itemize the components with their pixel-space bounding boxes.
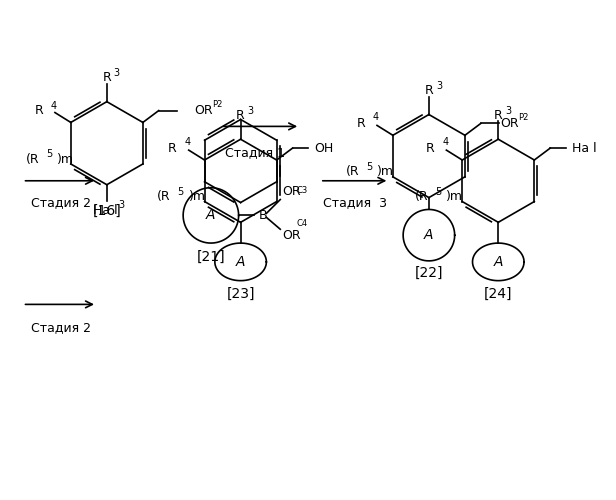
Text: OR: OR: [282, 184, 301, 198]
Text: (R: (R: [157, 190, 171, 203]
Text: R: R: [426, 142, 434, 154]
Text: Стадия 1: Стадия 1: [225, 146, 285, 160]
Text: [23]: [23]: [226, 286, 255, 300]
Text: A: A: [493, 255, 503, 269]
Text: [22]: [22]: [415, 266, 443, 280]
Text: B: B: [259, 209, 267, 222]
Text: 4: 4: [51, 100, 57, 110]
Text: R: R: [424, 84, 433, 98]
Text: 3: 3: [114, 68, 120, 78]
Text: Стадия 2: Стадия 2: [31, 196, 91, 209]
Text: 5: 5: [366, 162, 372, 172]
Text: 3: 3: [119, 200, 125, 209]
Text: P2: P2: [519, 113, 529, 122]
Text: [16]: [16]: [92, 204, 121, 218]
Text: 5: 5: [46, 149, 52, 159]
Text: 5: 5: [436, 186, 442, 196]
Text: R: R: [494, 109, 503, 122]
Text: [21]: [21]: [197, 250, 225, 264]
Text: (R: (R: [25, 152, 39, 166]
Text: P2: P2: [213, 100, 222, 109]
Text: OH: OH: [314, 142, 334, 154]
Text: 4: 4: [185, 137, 191, 147]
Text: R: R: [357, 117, 365, 130]
Text: Ha l: Ha l: [92, 204, 117, 217]
Text: [24]: [24]: [484, 286, 513, 300]
Text: OR: OR: [195, 104, 213, 117]
Text: C4: C4: [296, 219, 307, 228]
Text: A: A: [236, 255, 245, 269]
Text: OR: OR: [501, 117, 519, 130]
Text: C3: C3: [296, 186, 307, 195]
Text: 3: 3: [436, 81, 442, 91]
Text: 3: 3: [248, 106, 254, 116]
Text: 5: 5: [177, 186, 184, 196]
Text: )m: )m: [188, 190, 206, 203]
Text: (R: (R: [415, 190, 429, 203]
Text: )m: )m: [377, 166, 394, 178]
Text: A: A: [206, 208, 216, 222]
Text: Стадия  3: Стадия 3: [323, 196, 387, 209]
Text: Стадия 2: Стадия 2: [31, 320, 91, 334]
Text: (R: (R: [346, 166, 359, 178]
Text: 4: 4: [373, 112, 379, 122]
Text: R: R: [34, 104, 43, 117]
Text: 4: 4: [442, 137, 448, 147]
Text: A: A: [424, 228, 434, 242]
Text: R: R: [168, 142, 177, 154]
Text: Ha l: Ha l: [572, 142, 596, 154]
Text: OR: OR: [282, 229, 301, 242]
Text: 3: 3: [505, 106, 511, 116]
Text: R: R: [102, 72, 111, 85]
Text: R: R: [237, 109, 245, 122]
Text: )m: )m: [57, 152, 74, 166]
Text: )m: )m: [447, 190, 463, 203]
